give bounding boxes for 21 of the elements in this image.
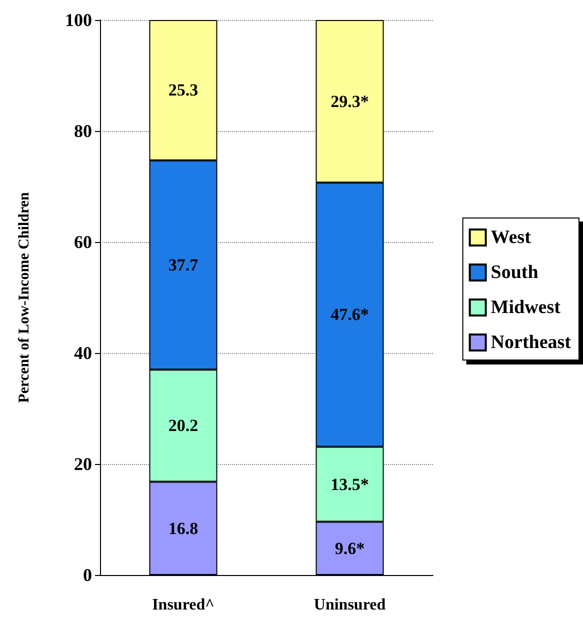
x-tick-label: Insured^ (152, 596, 214, 614)
x-tick-label: Uninsured (314, 596, 386, 614)
data-label: 16.8 (168, 518, 198, 538)
legend-label: Northeast (490, 332, 572, 353)
y-tick-label: 100 (65, 10, 92, 30)
data-label: 20.2 (168, 416, 198, 436)
y-tick-label: 60 (74, 232, 92, 252)
legend-label: South (490, 262, 539, 283)
data-label: 25.3 (168, 80, 198, 100)
data-label: 13.5* (330, 474, 369, 494)
data-label: 47.6* (330, 305, 369, 324)
y-tick-label: 40 (74, 343, 92, 363)
data-label: 9.6* (334, 538, 365, 558)
legend-label: West (490, 227, 532, 248)
legend-label: Midwest (490, 297, 562, 318)
data-label: 37.7 (168, 256, 199, 275)
y-tick-label: 0 (83, 565, 92, 585)
y-tick-label: 80 (74, 121, 92, 141)
data-label: 29.3* (330, 92, 369, 111)
y-tick-label: 20 (74, 454, 92, 474)
y-axis-title: Percent of Low-Income Children (16, 192, 32, 403)
